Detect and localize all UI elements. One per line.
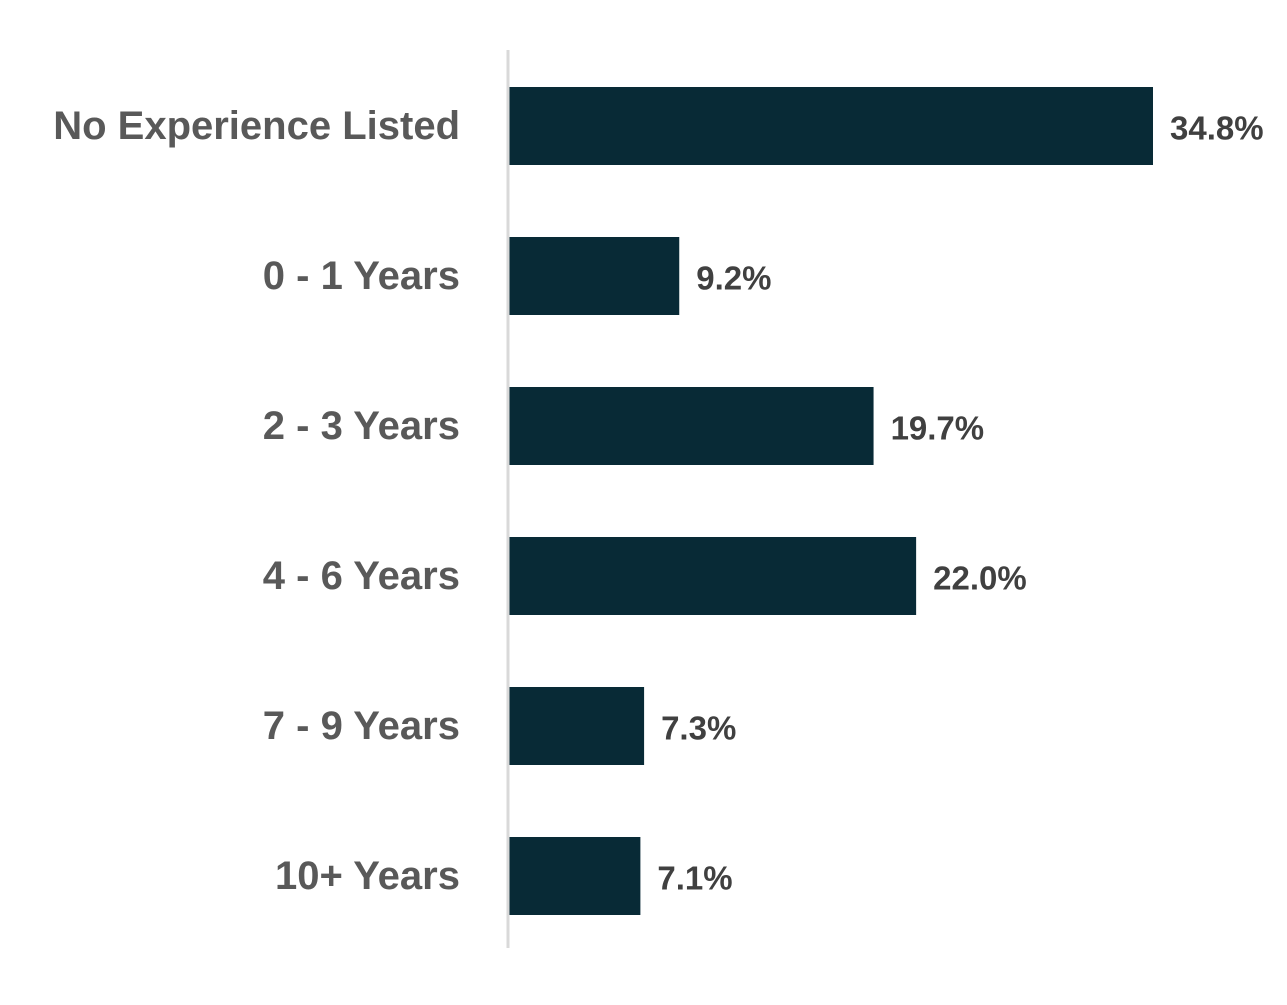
category-label-7-9-years: 7 - 9 Years: [263, 704, 460, 748]
category-label-no-experience-listed: No Experience Listed: [53, 104, 460, 148]
bar-0-1-years: [509, 237, 680, 315]
category-label-4-6-years: 4 - 6 Years: [263, 554, 460, 598]
bars-layer: [509, 87, 1153, 915]
value-label-2-3-years: 19.7%: [891, 410, 985, 447]
value-label-4-6-years: 22.0%: [933, 560, 1027, 597]
category-label-2-3-years: 2 - 3 Years: [263, 404, 460, 448]
bar-2-3-years: [509, 387, 874, 465]
value-label-no-experience-listed: 34.8%: [1170, 110, 1264, 147]
value-label-0-1-years: 9.2%: [696, 260, 771, 297]
bar-10plus-years: [509, 837, 641, 915]
category-label-0-1-years: 0 - 1 Years: [263, 254, 460, 298]
category-label-10plus-years: 10+ Years: [275, 854, 460, 898]
labels-layer: No Experience Listed 34.8% 0 - 1 Years 9.2%…: [53, 104, 1263, 898]
value-label-7-9-years: 7.3%: [661, 710, 736, 747]
bar-4-6-years: [509, 537, 917, 615]
bar-no-experience-listed: [509, 87, 1153, 165]
bar-7-9-years: [509, 687, 645, 765]
value-label-10plus-years: 7.1%: [657, 860, 732, 897]
